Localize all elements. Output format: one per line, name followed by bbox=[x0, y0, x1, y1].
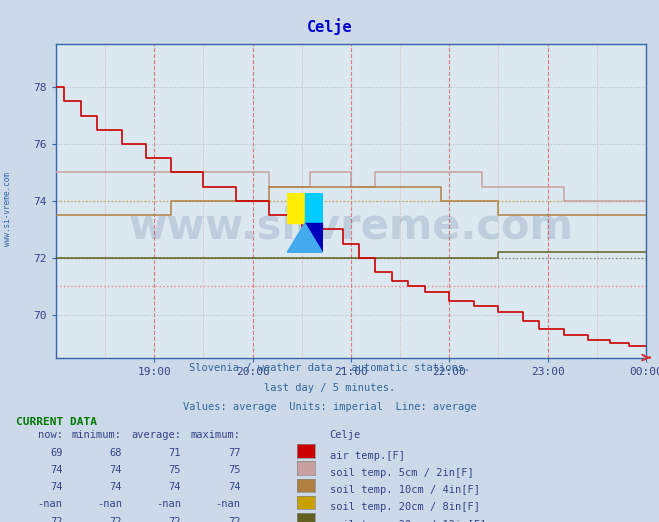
Text: 75: 75 bbox=[169, 465, 181, 475]
Text: 74: 74 bbox=[50, 482, 63, 492]
Text: Celje: Celje bbox=[306, 18, 353, 35]
Text: now:: now: bbox=[38, 431, 63, 441]
Text: -nan: -nan bbox=[156, 500, 181, 509]
Text: -nan: -nan bbox=[215, 500, 241, 509]
Text: Values: average  Units: imperial  Line: average: Values: average Units: imperial Line: av… bbox=[183, 402, 476, 412]
Text: 74: 74 bbox=[109, 465, 122, 475]
Polygon shape bbox=[287, 223, 323, 253]
Bar bbox=[304, 193, 323, 223]
Text: 74: 74 bbox=[50, 465, 63, 475]
Text: -nan: -nan bbox=[38, 500, 63, 509]
Text: 68: 68 bbox=[109, 448, 122, 458]
Text: 72: 72 bbox=[169, 517, 181, 522]
Text: 74: 74 bbox=[109, 482, 122, 492]
Text: 72: 72 bbox=[50, 517, 63, 522]
Text: 71: 71 bbox=[169, 448, 181, 458]
Text: soil temp. 10cm / 4in[F]: soil temp. 10cm / 4in[F] bbox=[330, 485, 480, 495]
Text: www.si-vreme.com: www.si-vreme.com bbox=[3, 172, 13, 246]
Text: maximum:: maximum: bbox=[190, 431, 241, 441]
Text: 72: 72 bbox=[228, 517, 241, 522]
Bar bbox=[287, 193, 304, 223]
Text: average:: average: bbox=[131, 431, 181, 441]
Text: air temp.[F]: air temp.[F] bbox=[330, 450, 405, 461]
Text: 74: 74 bbox=[169, 482, 181, 492]
Text: 72: 72 bbox=[109, 517, 122, 522]
Text: www.si-vreme.com: www.si-vreme.com bbox=[129, 205, 573, 247]
Text: 69: 69 bbox=[50, 448, 63, 458]
Text: Slovenia / weather data - automatic stations.: Slovenia / weather data - automatic stat… bbox=[189, 363, 470, 373]
Text: last day / 5 minutes.: last day / 5 minutes. bbox=[264, 383, 395, 393]
Text: CURRENT DATA: CURRENT DATA bbox=[16, 418, 98, 428]
Text: soil temp. 20cm / 8in[F]: soil temp. 20cm / 8in[F] bbox=[330, 502, 480, 513]
Bar bbox=[304, 223, 323, 253]
Text: 77: 77 bbox=[228, 448, 241, 458]
Text: 74: 74 bbox=[228, 482, 241, 492]
Text: minimum:: minimum: bbox=[72, 431, 122, 441]
Text: -nan: -nan bbox=[97, 500, 122, 509]
Text: soil temp. 30cm / 12in[F]: soil temp. 30cm / 12in[F] bbox=[330, 519, 486, 522]
Text: soil temp. 5cm / 2in[F]: soil temp. 5cm / 2in[F] bbox=[330, 468, 473, 478]
Text: 75: 75 bbox=[228, 465, 241, 475]
Text: Celje: Celje bbox=[330, 431, 360, 441]
